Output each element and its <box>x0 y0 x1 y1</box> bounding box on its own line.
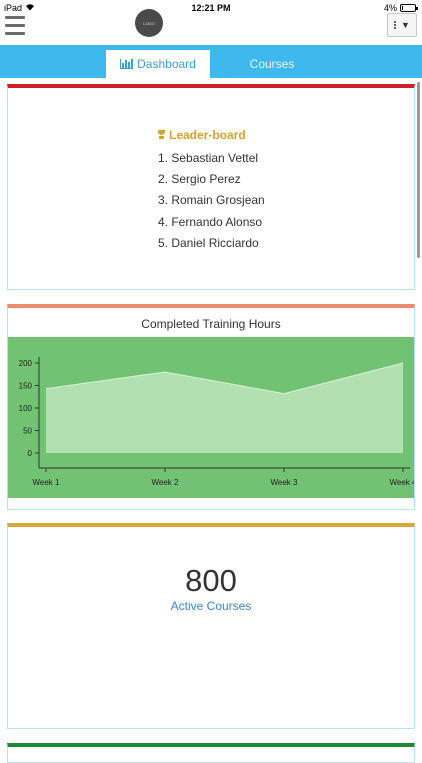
leaderboard-item: 2. Sergio Perez <box>158 172 241 187</box>
tab-dashboard[interactable]: Dashboard <box>106 50 210 78</box>
training-hours-title: Completed Training Hours <box>141 317 281 331</box>
tab-dashboard-label: Dashboard <box>137 57 196 71</box>
status-left: iPad <box>4 3 35 13</box>
chevron-down-icon: ▼ <box>401 20 410 30</box>
tab-courses[interactable]: Courses <box>220 50 324 78</box>
x-tick-label: Week 2 <box>152 478 180 487</box>
leaderboard-title: Leader-board <box>157 128 246 142</box>
app-header: LOGO ▼ <box>0 8 422 46</box>
active-courses-label: Active Courses <box>170 599 252 613</box>
status-right: 4% <box>383 3 418 13</box>
hamburger-line <box>5 32 25 35</box>
x-tick-label: Week 1 <box>33 478 61 487</box>
battery-fill <box>402 6 403 10</box>
y-tick-label: 200 <box>19 359 33 368</box>
x-tick-label: Week 4 <box>390 478 414 487</box>
leaderboard-list: 1. Sebastian Vettel 2. Sergio Perez 3. R… <box>158 150 265 256</box>
battery-icon <box>400 4 418 12</box>
bar-chart-icon <box>120 59 134 69</box>
y-tick-label: 100 <box>19 404 33 413</box>
leaderboard-item: 4. Fernando Alonso <box>158 214 263 229</box>
trophy-icon <box>157 130 166 140</box>
active-courses-card: 800 Active Courses <box>7 523 415 729</box>
hamburger-icon[interactable] <box>5 16 25 38</box>
leaderboard-card: Leader-board 1. Sebastian Vettel 2. Serg… <box>7 84 415 290</box>
area-series <box>46 363 403 453</box>
scrollbar[interactable] <box>417 82 420 258</box>
wifi-icon <box>25 3 35 13</box>
y-tick-label: 0 <box>28 449 33 458</box>
carrier-label: iPad <box>4 3 23 13</box>
hamburger-line <box>5 24 25 27</box>
nav-bar: Dashboard Courses <box>0 45 422 78</box>
area-series-line <box>45 362 404 395</box>
training-hours-card: Completed Training Hours 0 50 100 150 200 Wee… <box>7 304 415 510</box>
hamburger-line <box>5 16 25 19</box>
app-logo: LOGO <box>135 9 163 37</box>
y-tick-label: 150 <box>19 382 33 391</box>
leaderboard-item: 3. Romain Grosjean <box>158 193 265 208</box>
active-courses-count: 800 <box>185 563 237 598</box>
area-chart-svg: 0 50 100 150 200 Week 1 Week 2 Week 3 Week 4 <box>19 357 414 487</box>
logo-text: LOGO <box>143 20 155 26</box>
vertical-dots-icon <box>394 21 397 29</box>
status-time: 12:21 PM <box>191 3 231 13</box>
options-menu-button[interactable]: ▼ <box>387 13 417 37</box>
x-tick-label: Week 3 <box>271 478 299 487</box>
status-bar: iPad 12:21 PM 4% <box>0 0 422 18</box>
leaderboard-item: 5. Daniel Ricciardo <box>158 235 259 250</box>
battery-percent: 4% <box>383 3 397 13</box>
training-hours-chart: 0 50 100 150 200 Week 1 Week 2 Week 3 Week 4 <box>8 337 414 498</box>
tab-courses-label: Courses <box>249 57 295 71</box>
next-card <box>7 743 415 763</box>
y-tick-label: 50 <box>23 427 32 436</box>
leaderboard-item: 1. Sebastian Vettel <box>158 151 259 165</box>
leaderboard-title-text: Leader-board <box>169 128 246 142</box>
